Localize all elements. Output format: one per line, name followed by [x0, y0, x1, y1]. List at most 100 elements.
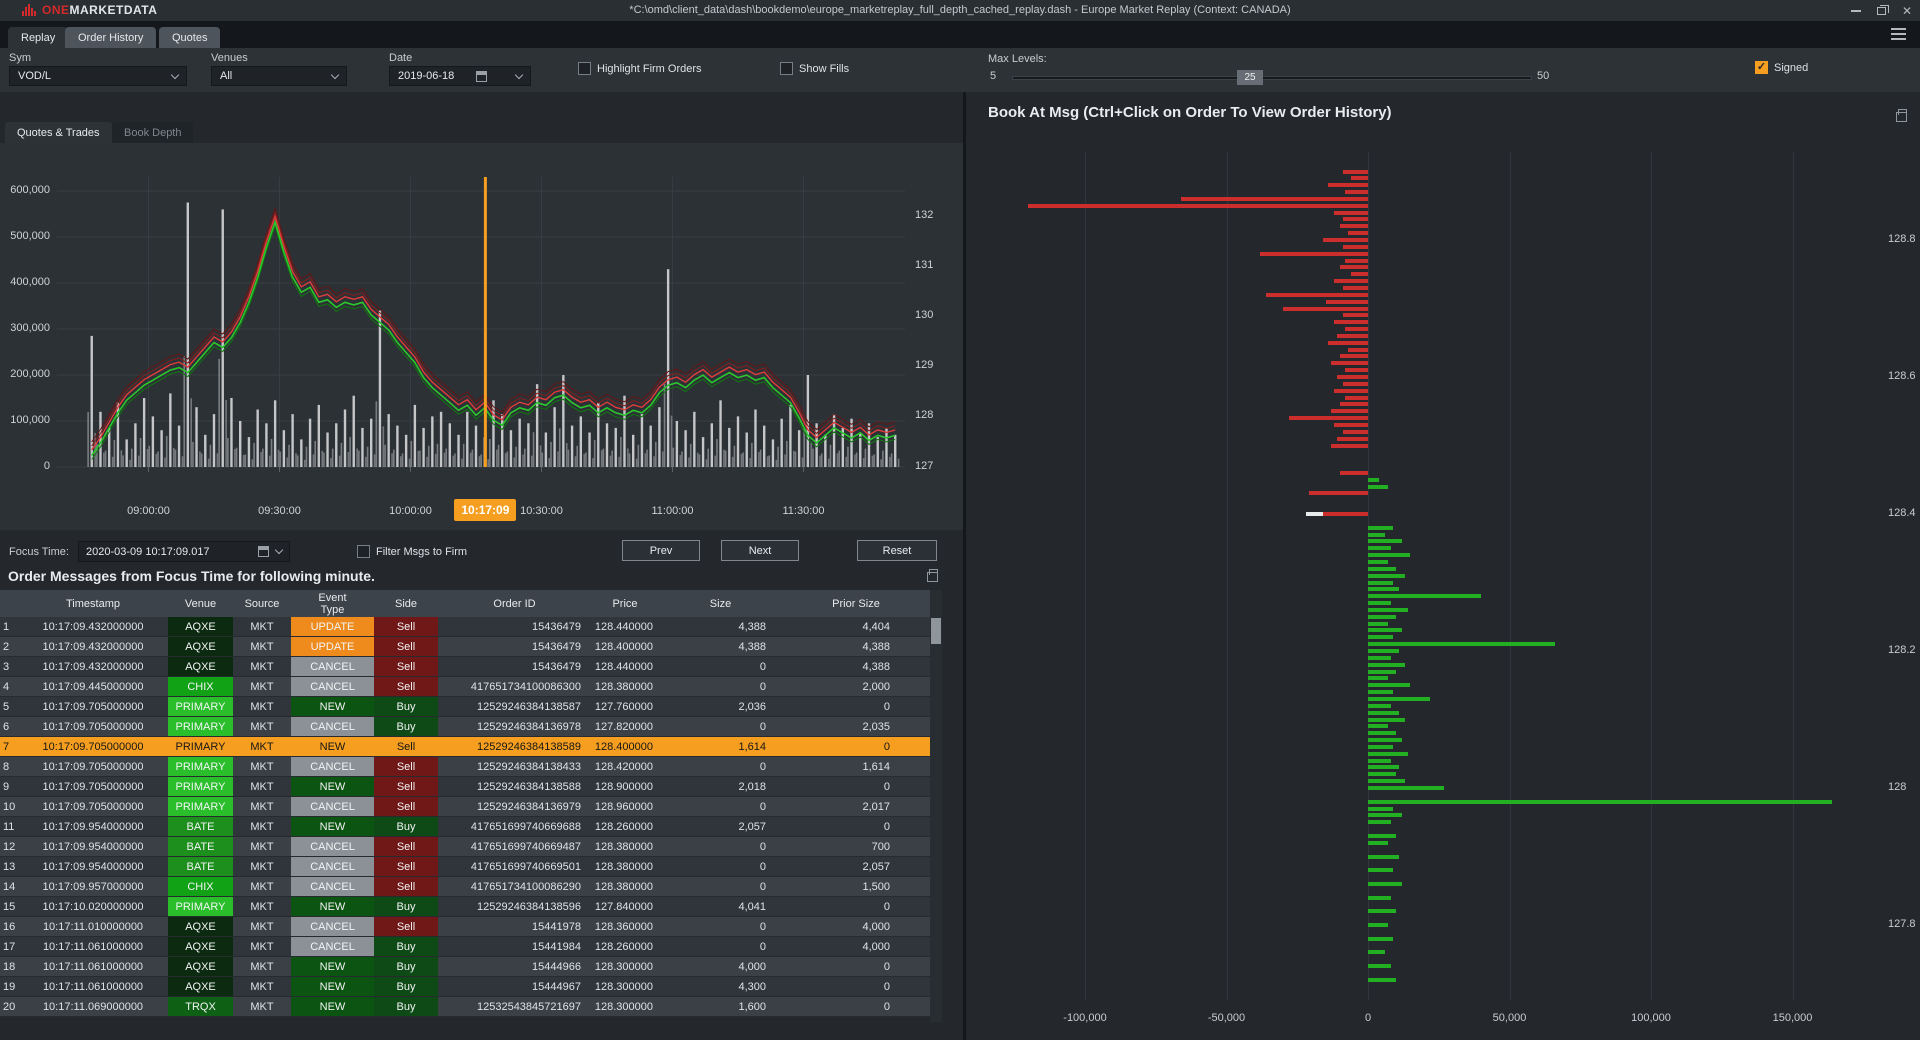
ask-depth-bar[interactable] [1339, 224, 1368, 229]
bid-depth-bar[interactable] [1368, 806, 1394, 811]
pane-maximize-icon[interactable] [1896, 109, 1907, 122]
ask-depth-bar[interactable] [1342, 313, 1368, 318]
table-row[interactable]: 9 10:17:09.705000000 PRIMARY MKT NEW Sell 1252… [0, 777, 930, 797]
column-header-event-type[interactable]: Event Type [318, 591, 347, 616]
ask-depth-bar[interactable] [1339, 470, 1368, 475]
ask-depth-bar[interactable] [1331, 361, 1368, 366]
table-row[interactable]: 14 10:17:09.957000000 CHIX MKT CANCEL Sell 417… [0, 877, 930, 897]
ask-depth-bar[interactable] [1345, 368, 1368, 373]
bid-depth-bar[interactable] [1368, 587, 1400, 592]
focus-time-input[interactable]: 2020-03-09 10:17:09.017 [78, 541, 290, 562]
ask-depth-bar[interactable] [1336, 333, 1368, 338]
bid-depth-bar[interactable] [1368, 703, 1391, 708]
column-header-timestamp[interactable]: Timestamp [66, 597, 120, 610]
bid-depth-bar[interactable] [1368, 977, 1397, 982]
bid-depth-bar[interactable] [1368, 607, 1408, 612]
ask-depth-bar[interactable] [1342, 217, 1368, 222]
ask-depth-bar[interactable] [1260, 251, 1368, 256]
table-row[interactable]: 3 10:17:09.432000000 AQXE MKT CANCEL Sell 1543… [0, 657, 930, 677]
bid-depth-bar[interactable] [1368, 477, 1380, 482]
table-row[interactable]: 11 10:17:09.954000000 BATE MKT NEW Buy 4176516… [0, 817, 930, 837]
table-row[interactable]: 5 10:17:09.705000000 PRIMARY MKT NEW Buy 12529… [0, 697, 930, 717]
ask-depth-bar[interactable] [1028, 203, 1368, 208]
date-input[interactable]: 2019-06-18 [389, 66, 531, 86]
focused-order-bar-white[interactable] [1305, 512, 1323, 516]
bid-depth-bar[interactable] [1368, 895, 1391, 900]
signed-checkbox[interactable]: ✓ Signed [1755, 61, 1808, 74]
bid-depth-bar[interactable] [1368, 758, 1391, 763]
ask-depth-bar[interactable] [1334, 210, 1368, 215]
scrollbar-thumb[interactable] [931, 618, 941, 644]
venues-select[interactable]: All [211, 66, 347, 86]
bid-depth-bar[interactable] [1368, 717, 1405, 722]
bid-depth-bar[interactable] [1368, 751, 1408, 756]
close-icon[interactable]: ✕ [1901, 3, 1912, 18]
table-row[interactable]: 4 10:17:09.445000000 CHIX MKT CANCEL Sell 4176… [0, 677, 930, 697]
bid-depth-bar[interactable] [1368, 690, 1394, 695]
bid-depth-bar[interactable] [1368, 532, 1385, 537]
maximize-icon[interactable] [1876, 4, 1889, 15]
table-row[interactable]: 10 10:17:09.705000000 PRIMARY MKT CANCEL Sell… [0, 797, 930, 817]
bid-depth-bar[interactable] [1368, 936, 1394, 941]
bid-depth-bar[interactable] [1368, 854, 1400, 859]
ask-depth-bar[interactable] [1325, 299, 1368, 304]
sym-select[interactable]: VOD/L [9, 66, 187, 86]
ask-depth-bar[interactable] [1351, 176, 1368, 181]
bid-depth-bar[interactable] [1368, 772, 1397, 777]
focused-order-bar-red[interactable] [1322, 512, 1368, 516]
table-row[interactable]: 15 10:17:10.020000000 PRIMARY MKT NEW Buy 1252… [0, 897, 930, 917]
bid-depth-bar[interactable] [1368, 539, 1402, 544]
bid-depth-bar[interactable] [1368, 779, 1405, 784]
table-row[interactable]: 18 10:17:11.061000000 AQXE MKT NEW Buy 1544496… [0, 957, 930, 977]
table-row[interactable]: 16 10:17:11.010000000 AQXE MKT CANCEL Sell 154… [0, 917, 930, 937]
ask-depth-bar[interactable] [1348, 347, 1368, 352]
bid-depth-bar[interactable] [1368, 799, 1833, 804]
ask-depth-bar[interactable] [1348, 231, 1368, 236]
ask-depth-bar[interactable] [1266, 292, 1368, 297]
ask-depth-bar[interactable] [1342, 285, 1368, 290]
ask-depth-bar[interactable] [1339, 354, 1368, 359]
ask-depth-bar[interactable] [1288, 416, 1368, 421]
bid-depth-bar[interactable] [1368, 696, 1431, 701]
table-row[interactable]: 13 10:17:09.954000000 BATE MKT CANCEL Sell 417… [0, 857, 930, 877]
ask-depth-bar[interactable] [1334, 422, 1368, 427]
bid-depth-bar[interactable] [1368, 553, 1411, 558]
table-row[interactable]: 20 10:17:11.069000000 TRQX MKT NEW Buy 1253254… [0, 997, 930, 1017]
column-header-price[interactable]: Price [612, 597, 638, 610]
ask-depth-bar[interactable] [1322, 238, 1368, 242]
ask-depth-bar[interactable] [1342, 381, 1368, 386]
ask-depth-bar[interactable] [1345, 395, 1368, 400]
subtab-book-depth[interactable]: Book Depth [112, 122, 194, 143]
ask-depth-bar[interactable] [1181, 196, 1368, 201]
bid-depth-bar[interactable] [1368, 881, 1402, 886]
ask-depth-bar[interactable] [1345, 190, 1368, 195]
ask-depth-bar[interactable] [1328, 340, 1368, 345]
column-header-source[interactable]: Source [244, 597, 280, 610]
bid-depth-bar[interactable] [1368, 820, 1391, 825]
ask-depth-bar[interactable] [1283, 306, 1368, 311]
bid-depth-bar[interactable] [1368, 566, 1397, 571]
bid-depth-bar[interactable] [1368, 635, 1394, 640]
ask-depth-bar[interactable] [1334, 388, 1368, 393]
bid-depth-bar[interactable] [1368, 662, 1405, 667]
table-row[interactable]: 12 10:17:09.954000000 BATE MKT CANCEL Sell 417… [0, 837, 930, 857]
tab-quotes[interactable]: Quotes [159, 27, 221, 48]
table-row[interactable]: 7 10:17:09.705000000 PRIMARY MKT NEW Sell 1252… [0, 737, 930, 757]
highlight-firm-orders-checkbox[interactable]: Highlight Firm Orders [578, 62, 702, 75]
bid-depth-bar[interactable] [1368, 559, 1388, 564]
menu-icon[interactable] [1891, 28, 1906, 43]
bid-depth-bar[interactable] [1368, 546, 1391, 551]
max-levels-slider-track[interactable] [1012, 76, 1532, 80]
ask-depth-bar[interactable] [1308, 491, 1368, 496]
bid-depth-bar[interactable] [1368, 614, 1397, 619]
bid-depth-bar[interactable] [1368, 923, 1388, 927]
bid-depth-bar[interactable] [1368, 594, 1482, 599]
ask-depth-bar[interactable] [1342, 429, 1368, 434]
bid-depth-bar[interactable] [1368, 676, 1388, 681]
ask-depth-bar[interactable] [1331, 409, 1368, 414]
bid-depth-bar[interactable] [1368, 765, 1400, 770]
ask-depth-bar[interactable] [1328, 183, 1368, 188]
quotes-trades-chart[interactable] [0, 143, 963, 530]
ask-depth-bar[interactable] [1331, 443, 1368, 448]
bid-depth-bar[interactable] [1368, 964, 1391, 969]
